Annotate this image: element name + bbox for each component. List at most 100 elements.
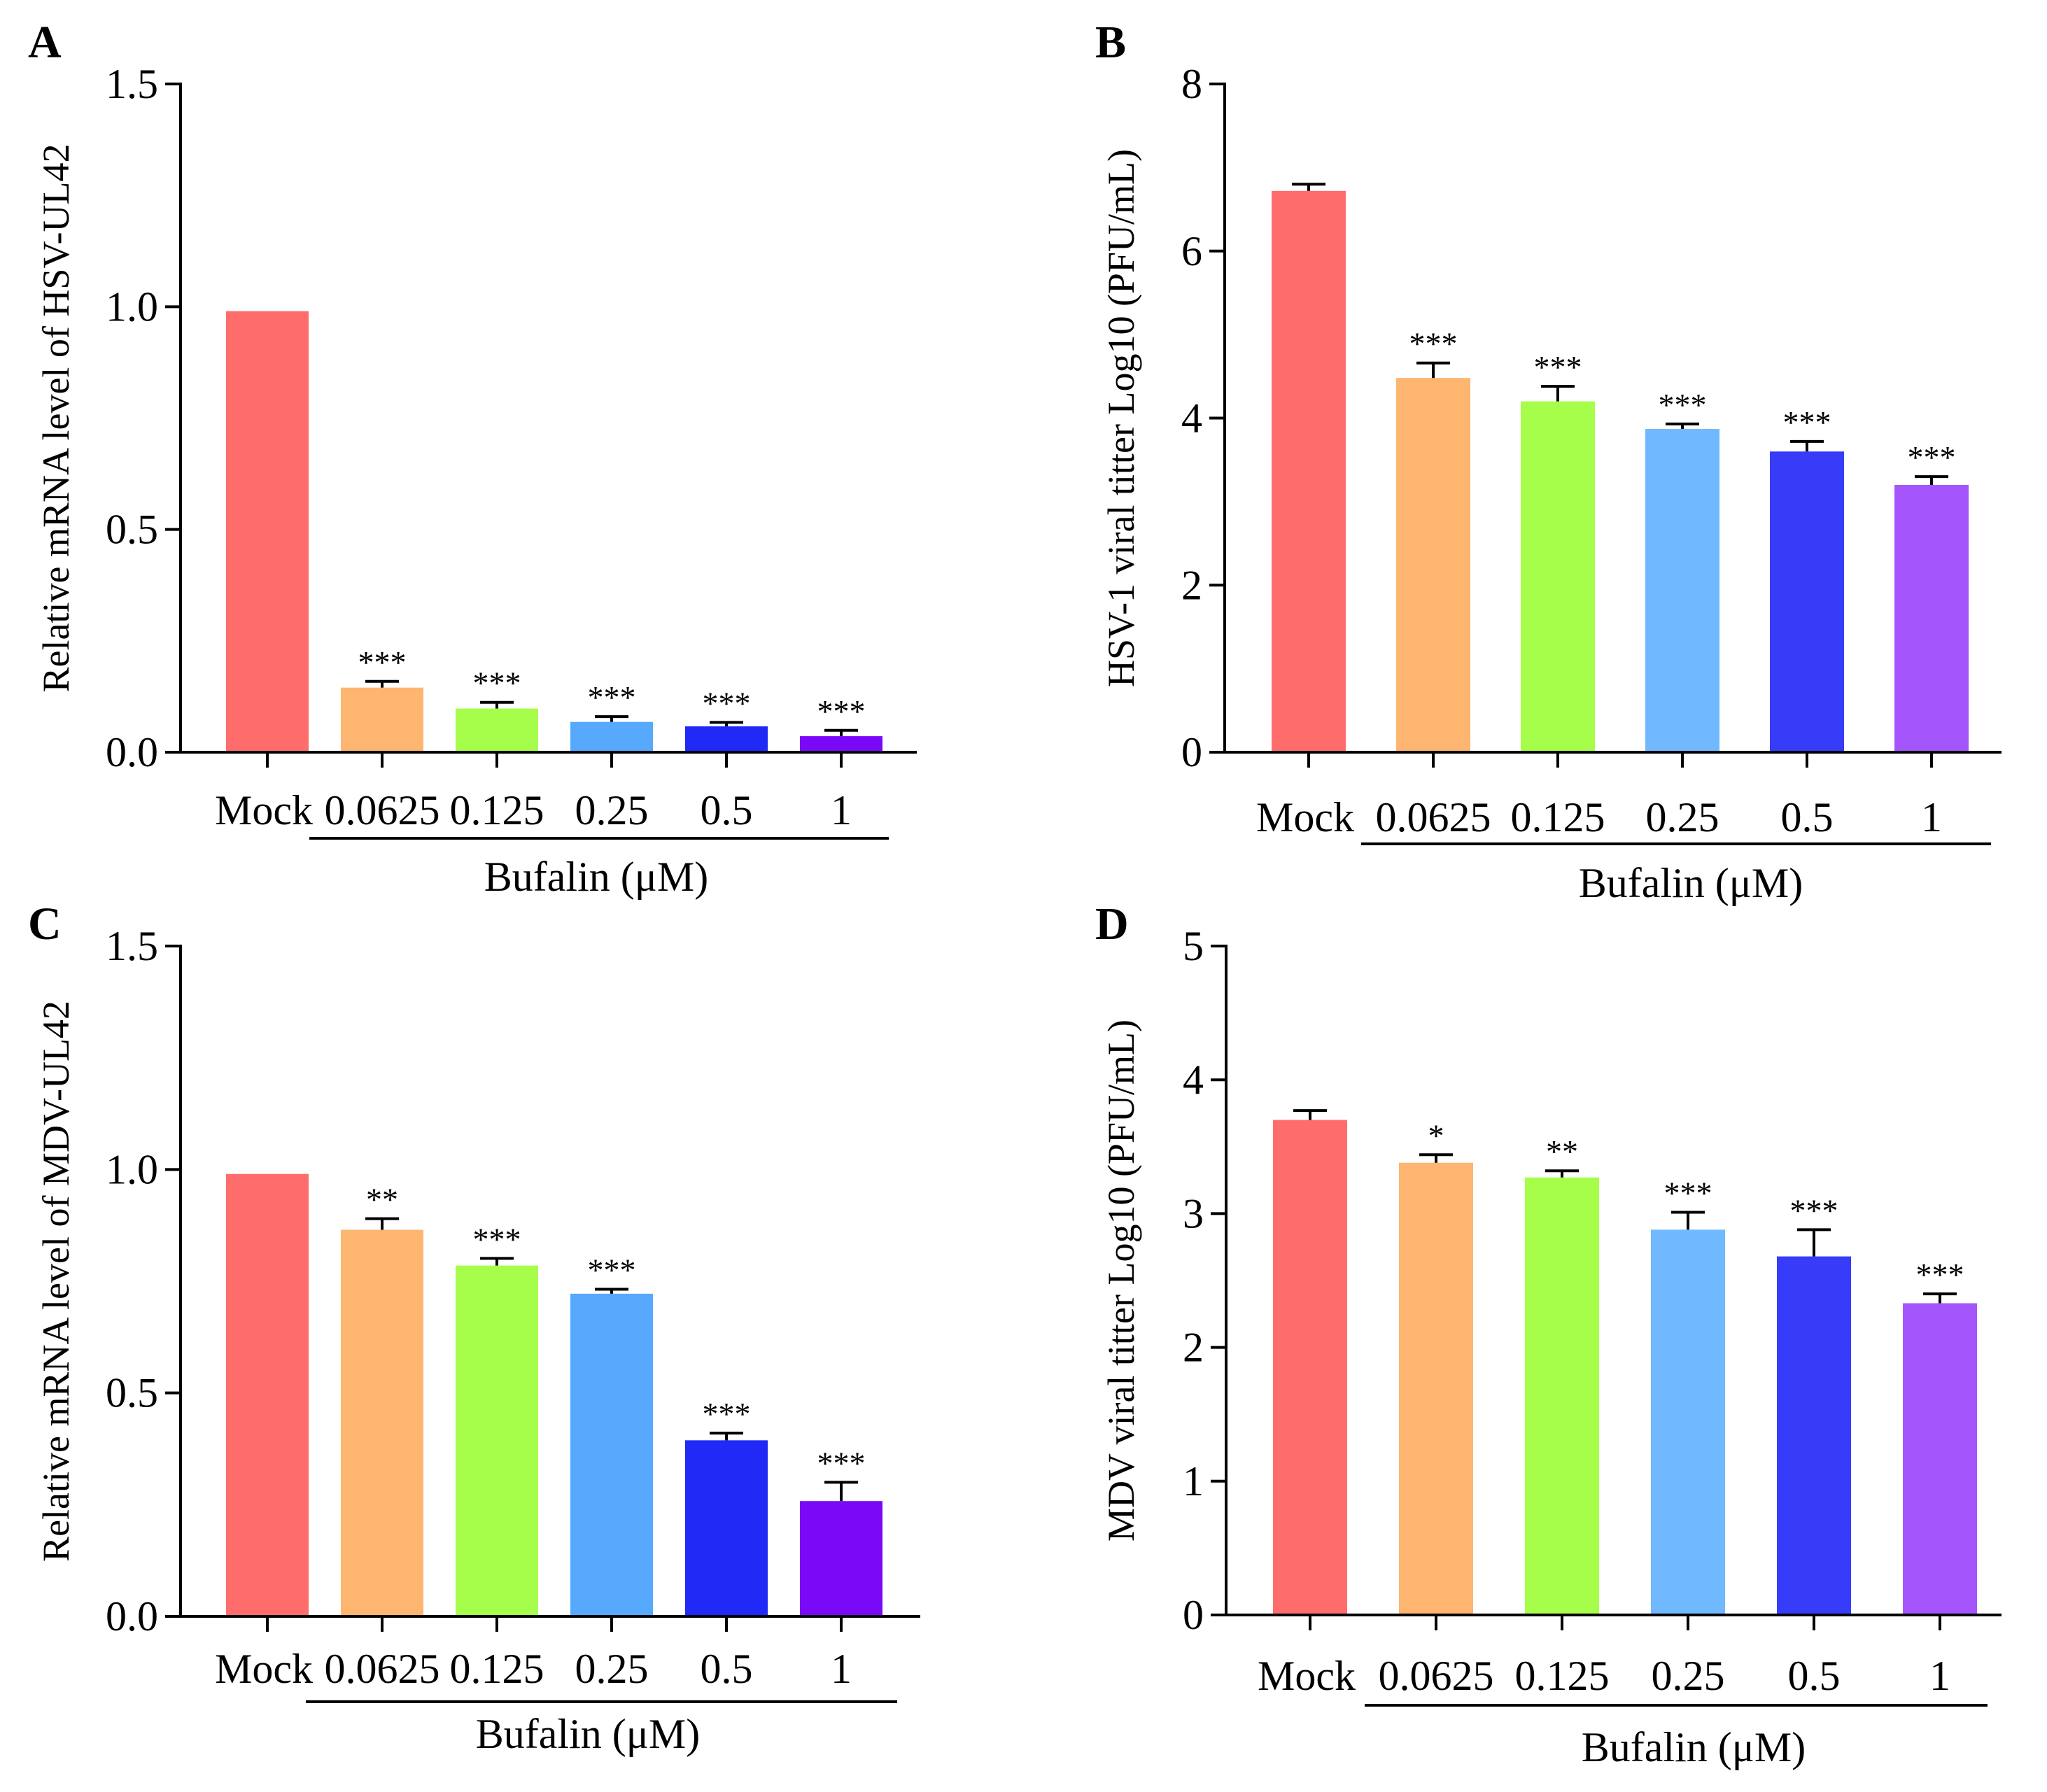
- bar-1: [800, 1501, 882, 1616]
- significance-label: **: [1546, 1134, 1578, 1169]
- significance-label: ***: [1659, 387, 1707, 423]
- error-bar: [1797, 1228, 1831, 1257]
- significance-label: ***: [1916, 1257, 1964, 1292]
- error-bar: [710, 1432, 743, 1441]
- bar-0.0625: [1399, 1162, 1473, 1615]
- error-bar: [824, 1481, 858, 1502]
- bar-0.25: [1645, 429, 1719, 752]
- bar-Mock: [1273, 1120, 1347, 1615]
- y-tick-label: 3: [1183, 1190, 1204, 1236]
- y-tick-label: 0: [1183, 1592, 1204, 1638]
- error-bar: [595, 1287, 628, 1294]
- x-tick-label: 0.0625: [325, 1646, 440, 1692]
- x-tick-label: 0.125: [450, 787, 544, 833]
- error-bar: [1293, 1109, 1327, 1120]
- significance-label: ***: [817, 1445, 866, 1481]
- error-bar: [1419, 1153, 1453, 1163]
- x-tick-label: 1: [831, 787, 852, 833]
- significance-label: ***: [1790, 1192, 1838, 1228]
- bar-0.25: [570, 1293, 653, 1616]
- error-bar: [1416, 361, 1450, 379]
- bar-0.0625: [341, 1229, 423, 1616]
- x-axis-label: Bufalin (μM): [1582, 1724, 1806, 1770]
- significance-label: ***: [703, 685, 751, 721]
- x-tick-label: 0.25: [575, 1646, 649, 1692]
- bar-1: [1903, 1303, 1977, 1615]
- bar-1: [1894, 485, 1969, 752]
- bar-Mock: [226, 1173, 309, 1616]
- significance-label: ***: [1908, 439, 1956, 475]
- bar-0.0625: [341, 687, 423, 752]
- x-tick-label: 1: [1921, 794, 1942, 840]
- y-tick-label: 2: [1181, 562, 1202, 608]
- bar-0.0625: [1396, 378, 1470, 752]
- significance-label: ***: [588, 679, 636, 715]
- bar-1: [800, 736, 882, 752]
- error-bar: [1671, 1211, 1705, 1230]
- error-bar: [1292, 183, 1325, 191]
- error-bar: [1790, 439, 1824, 452]
- error-bar: [365, 679, 399, 688]
- y-tick-label: 0.5: [106, 507, 158, 553]
- error-bar: [480, 1257, 514, 1266]
- x-tick-label: Mock: [1256, 794, 1354, 840]
- x-tick-label: 0.25: [575, 787, 649, 833]
- x-axis-label: Bufalin (μM): [476, 1711, 700, 1757]
- axes: [179, 83, 917, 754]
- y-axis-label: Relative mRNA level of MDV-UL42: [35, 1001, 77, 1562]
- panel-b: B *** *** *** *** *** 0 2 4 6 8 Mock 0.0625 0.125 0.25…: [1095, 17, 2002, 906]
- error-bar: [1545, 1169, 1579, 1178]
- y-tick-label: 0.0: [106, 729, 158, 775]
- error-bar: [1666, 422, 1699, 430]
- error-bar: [1923, 1292, 1957, 1304]
- significance-label: ***: [1664, 1175, 1712, 1211]
- y-tick-label: 1.5: [106, 923, 158, 969]
- y-axis-label: Relative mRNA level of HSV-UL42: [35, 144, 77, 693]
- significance-label: ***: [358, 644, 407, 680]
- y-tick-label: 1: [1183, 1458, 1204, 1504]
- axes: [179, 945, 920, 1618]
- x-tick-label: 0.5: [1781, 794, 1834, 840]
- y-tick-label: 4: [1183, 1057, 1204, 1103]
- x-axis-label: Bufalin (μM): [1579, 860, 1803, 906]
- significance-label: ***: [817, 693, 866, 729]
- panel-letter: C: [28, 898, 62, 950]
- y-axis-label: MDV viral titter Log10 (PFU/mL): [1100, 1020, 1142, 1541]
- significance-label: ***: [473, 665, 521, 701]
- x-tick-label: 0.125: [1515, 1653, 1610, 1699]
- y-axis-label: HSV-1 viral titter Log10 (PFU/mL): [1100, 149, 1142, 687]
- x-tick-label: Mock: [215, 787, 313, 833]
- bar-0.5: [685, 1440, 768, 1616]
- bar-0.5: [1777, 1256, 1851, 1615]
- significance-label: ***: [473, 1221, 521, 1257]
- x-tick-label: 0.5: [701, 787, 753, 833]
- x-tick-label: 0.25: [1646, 794, 1719, 840]
- y-tick-label: 1.5: [106, 61, 158, 107]
- x-axis-label: Bufalin (μM): [484, 854, 708, 900]
- bar-Mock: [226, 311, 309, 752]
- x-tick-label: 0.25: [1652, 1653, 1725, 1699]
- bar-Mock: [1272, 190, 1346, 752]
- y-tick-label: 6: [1181, 228, 1202, 274]
- bar-0.125: [456, 708, 538, 752]
- bar-0.25: [570, 721, 653, 752]
- error-bar: [480, 700, 514, 709]
- x-tick-label: 0.5: [1788, 1653, 1841, 1699]
- y-tick-label: 5: [1183, 923, 1204, 969]
- error-bar: [1541, 385, 1575, 402]
- x-tick-label: 0.125: [1511, 794, 1605, 840]
- significance-label: **: [366, 1182, 398, 1218]
- x-tick-label: 0.125: [450, 1646, 544, 1692]
- bar-0.25: [1651, 1229, 1725, 1615]
- panel-letter: D: [1095, 898, 1129, 950]
- x-tick-label: 1: [831, 1646, 852, 1692]
- significance-label: ***: [1409, 326, 1458, 362]
- x-tick-label: 0.0625: [1379, 1653, 1494, 1699]
- x-tick-label: Mock: [1258, 1653, 1356, 1699]
- bar-0.125: [1521, 401, 1595, 752]
- x-tick-label: 0.5: [701, 1646, 753, 1692]
- axes: [1225, 945, 2002, 1616]
